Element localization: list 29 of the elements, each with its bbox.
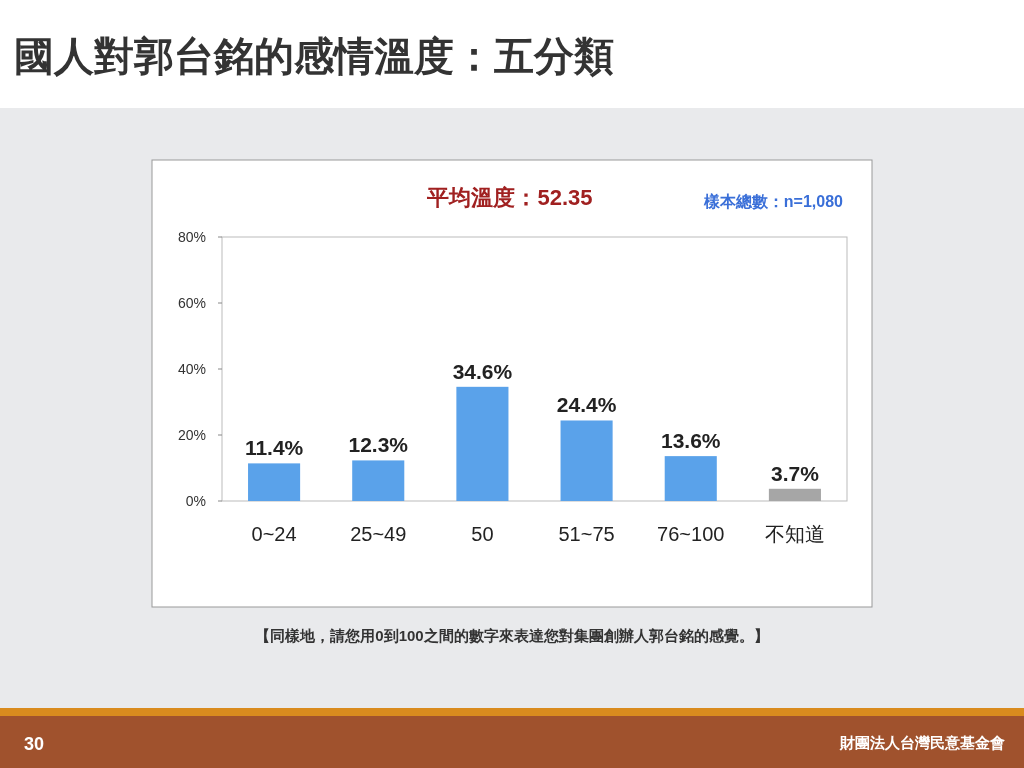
data-label: 34.6% — [452, 359, 513, 383]
chart-subtitle: 平均溫度：52.35 — [426, 185, 593, 210]
x-tick-label: 0~24 — [251, 523, 297, 545]
y-tick-label: 0% — [185, 493, 206, 509]
y-tick-label: 60% — [177, 295, 206, 311]
y-tick-label: 20% — [177, 427, 206, 443]
data-label: 24.4% — [556, 393, 617, 417]
x-tick-label: 76~100 — [657, 523, 725, 545]
x-tick-label: 不知道 — [764, 523, 825, 545]
x-tick-label: 51~75 — [558, 523, 615, 545]
chart-title: 國人對郭台銘的感情溫度：五分類 — [14, 34, 614, 78]
x-tick-label: 25~49 — [350, 523, 407, 545]
bar — [352, 460, 405, 501]
bar — [560, 420, 613, 501]
x-tick-label: 50 — [471, 523, 494, 545]
bar — [664, 456, 717, 501]
text: 財團法人台灣民意基金會 — [839, 734, 1005, 751]
bar — [248, 463, 301, 501]
y-tick-label: 40% — [177, 361, 206, 377]
data-label: 12.3% — [348, 433, 409, 457]
data-label: 11.4% — [244, 436, 304, 460]
text: 30 — [24, 734, 45, 754]
data-label: 3.7% — [770, 461, 820, 485]
text: 樣本總數：n=1,080 — [702, 193, 844, 210]
bar — [456, 386, 509, 501]
y-tick-label: 80% — [177, 229, 206, 245]
data-label: 13.6% — [660, 429, 721, 453]
bar — [768, 488, 821, 501]
text: 【同樣地，請您用0到100之間的數字來表達您對集團創辦人郭台銘的感覺。】 — [255, 627, 769, 644]
